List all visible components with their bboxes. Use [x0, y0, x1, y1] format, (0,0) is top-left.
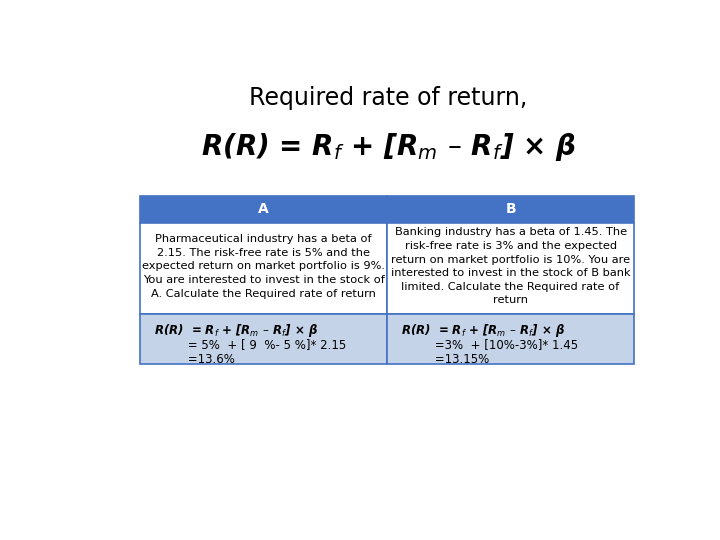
Polygon shape — [387, 223, 634, 314]
Text: R(R) = R$_f$ + [R$_m$ – R$_f$] × β: R(R) = R$_f$ + [R$_m$ – R$_f$] × β — [201, 131, 576, 163]
Text: Banking industry has a beta of 1.45. The
risk-free rate is 3% and the expected
r: Banking industry has a beta of 1.45. The… — [391, 227, 631, 306]
Text: =13.6%: =13.6% — [154, 353, 235, 366]
Text: R(R)  = R$_f$ + [R$_m$ – R$_f$] × β: R(R) = R$_f$ + [R$_m$ – R$_f$] × β — [401, 322, 565, 339]
Polygon shape — [140, 314, 387, 364]
Text: Pharmaceutical industry has a beta of
2.15. The risk-free rate is 5% and the
exp: Pharmaceutical industry has a beta of 2.… — [142, 234, 385, 299]
Text: =13.15%: =13.15% — [401, 353, 490, 366]
Text: R(R)  = R$_f$ + [R$_m$ – R$_f$] × β: R(R) = R$_f$ + [R$_m$ – R$_f$] × β — [154, 322, 318, 339]
Polygon shape — [387, 314, 634, 364]
Polygon shape — [140, 196, 387, 223]
Text: Required rate of return,: Required rate of return, — [249, 85, 528, 110]
Polygon shape — [140, 223, 387, 314]
Text: = 5%  + [ 9  %- 5 %]* 2.15: = 5% + [ 9 %- 5 %]* 2.15 — [154, 338, 346, 350]
Text: =3%  + [10%-3%]* 1.45: =3% + [10%-3%]* 1.45 — [401, 338, 578, 350]
Polygon shape — [387, 196, 634, 223]
Text: A: A — [258, 202, 269, 217]
Text: B: B — [505, 202, 516, 217]
